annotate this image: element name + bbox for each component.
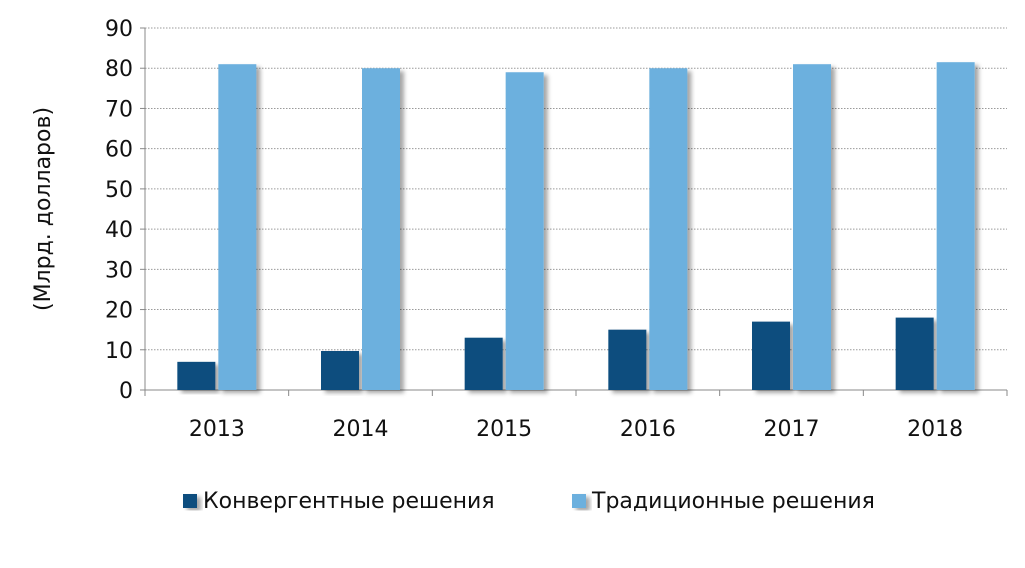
- legend-swatch: [572, 494, 586, 508]
- y-tick-label: 20: [105, 299, 133, 324]
- bar-convergent-2017: [752, 321, 790, 390]
- x-tick-label: 2018: [907, 417, 963, 442]
- bar-traditional-2014: [362, 68, 400, 390]
- bar-convergent-2014: [321, 350, 359, 390]
- x-tick-label: 2013: [189, 417, 245, 442]
- bar-traditional-2018: [936, 62, 975, 390]
- bar-convergent-2015: [464, 337, 503, 390]
- y-tick-label: 70: [105, 97, 133, 122]
- bar-traditional-2017: [793, 64, 831, 390]
- legend-item-convergent: Конвергентные решения: [183, 489, 495, 514]
- x-tick-label: 2016: [620, 417, 676, 442]
- y-tick-label: 60: [105, 138, 133, 163]
- x-tick-label: 2015: [476, 417, 532, 442]
- y-tick-label: 0: [119, 379, 133, 404]
- y-tick-label: 10: [105, 339, 133, 364]
- gridlines: [145, 27, 1007, 351]
- y-tick-label: 80: [105, 57, 133, 82]
- y-tick-label: 40: [105, 218, 133, 243]
- y-tick-label: 90: [105, 17, 133, 42]
- legend-label: Конвергентные решения: [203, 489, 495, 514]
- legend-label: Традиционные решения: [591, 489, 875, 514]
- axes: [140, 27, 1008, 396]
- bar-convergent-2013: [177, 361, 216, 390]
- legend-item-traditional: Традиционные решения: [572, 489, 875, 514]
- bar-convergent-2018: [895, 317, 934, 390]
- x-tick-label: 2017: [764, 417, 820, 442]
- x-tick-label: 2014: [333, 417, 389, 442]
- bar-traditional-2015: [505, 72, 544, 390]
- y-tick-label: 50: [105, 178, 133, 203]
- bars: [177, 62, 975, 390]
- legend-swatch: [183, 494, 197, 508]
- bar-convergent-2016: [608, 329, 647, 390]
- bar-traditional-2013: [218, 64, 257, 390]
- y-tick-label: 30: [105, 258, 133, 283]
- bar-traditional-2016: [649, 68, 688, 390]
- y-axis-label: (Млрд. долларов): [31, 107, 56, 311]
- tick-labels: 0 10 20 30 40 50 60 70 80 90 2013 2014 2015 2016 2017 2…: [105, 17, 963, 442]
- legend: Конвергентные решения Традиционные решени…: [183, 489, 875, 514]
